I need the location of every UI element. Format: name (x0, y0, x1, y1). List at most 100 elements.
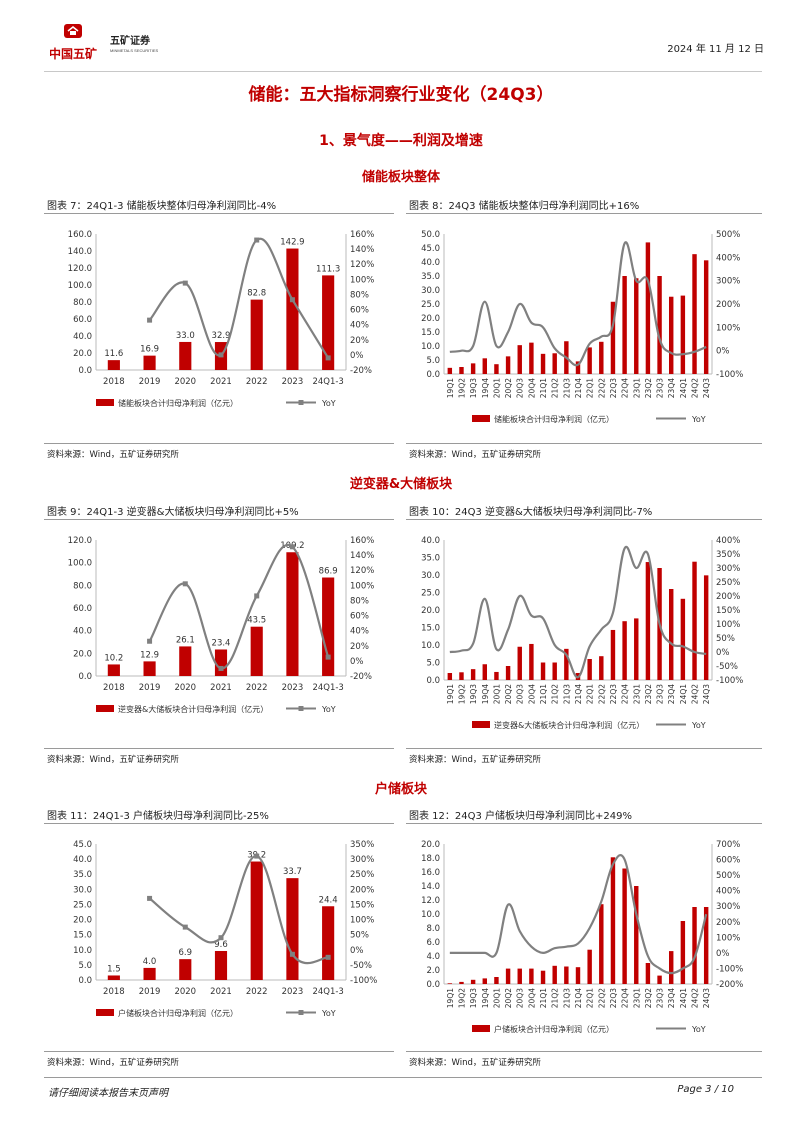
right-axis-tick: 40% (350, 627, 369, 637)
x-axis-tick: 20Q4 (527, 988, 536, 1008)
bar (517, 646, 522, 680)
x-axis-tick: 20Q4 (527, 684, 536, 704)
bar (322, 275, 335, 370)
left-axis-tick: 10.0 (421, 641, 440, 651)
bar (540, 662, 546, 680)
left-axis-tick: 40.0 (73, 332, 92, 342)
right-axis-tick: 350% (350, 840, 374, 850)
right-axis-tick: 200% (716, 592, 740, 602)
chart-profit-annual-inverter: 0.0 20.0 40.0 60.0 80.0 100.0 120.0 -20% 0% 20% 40… (68, 536, 375, 714)
right-axis-tick: 120% (350, 260, 374, 270)
caption-divider (406, 213, 762, 214)
x-axis-tick: 23Q4 (667, 684, 676, 704)
bar (599, 656, 604, 680)
chart-source: 资料来源：Wind，五矿证券研究所 (47, 1058, 179, 1068)
bar (703, 907, 709, 984)
x-axis-tick: 23Q2 (644, 684, 653, 704)
bar (322, 577, 335, 676)
left-axis-tick: 0.0 (426, 676, 440, 686)
data-label: 142.9 (280, 238, 304, 248)
data-label: 12.9 (140, 650, 159, 660)
x-axis-tick: 24Q2 (691, 988, 700, 1008)
x-axis-tick: 2021 (210, 377, 232, 387)
x-axis-tick: 23Q1 (632, 988, 641, 1008)
bar (529, 342, 534, 374)
right-axis-tick: 150% (350, 900, 374, 910)
x-axis-tick: 24Q2 (691, 684, 700, 704)
x-axis-tick: 2023 (282, 377, 304, 387)
yoy-point (147, 895, 153, 901)
x-axis-tick: 24Q1 (679, 684, 688, 704)
x-axis-tick: 21Q4 (574, 988, 583, 1008)
x-axis-tick: 19Q2 (457, 684, 466, 704)
x-axis-tick: 23Q2 (644, 988, 653, 1008)
x-axis-tick: 22Q3 (609, 378, 618, 398)
chart-caption: 图表 12：24Q3 户储板块归母净利润同比+249% (409, 811, 633, 822)
bar (179, 646, 192, 676)
right-axis-tick: 100% (350, 916, 374, 926)
bar (622, 621, 627, 680)
yoy-point (325, 954, 331, 960)
bar (505, 666, 511, 680)
chart-caption: 图表 10：24Q3 逆变器&大储板块归母净利润同比-7% (409, 507, 653, 518)
left-axis-tick: 140.0 (68, 247, 92, 257)
bar (552, 965, 557, 984)
right-axis-tick: 250% (716, 578, 740, 588)
left-axis-tick: 0.0 (78, 672, 92, 682)
x-axis-tick: 21Q3 (562, 988, 571, 1008)
yoy-point (254, 593, 260, 599)
source-divider (406, 443, 762, 444)
yoy-point (182, 924, 188, 930)
bar (286, 552, 299, 676)
left-axis-tick: 4.0 (426, 952, 440, 962)
legend-bar-swatch (472, 1025, 490, 1032)
bar (552, 662, 557, 680)
left-axis-tick: 10.0 (73, 946, 92, 956)
bar (143, 355, 156, 370)
yoy-point (289, 951, 295, 957)
x-axis-tick: 20Q2 (504, 988, 513, 1008)
right-axis-tick: 160% (350, 536, 374, 546)
caption-divider (406, 519, 762, 520)
left-axis-tick: 25.0 (421, 589, 440, 599)
bar (179, 959, 192, 980)
bar (494, 671, 499, 680)
right-axis-tick: 50% (350, 931, 369, 941)
yoy-point (218, 935, 224, 941)
bar (552, 353, 557, 374)
right-axis-tick: -100% (716, 676, 743, 686)
bar (322, 906, 335, 980)
right-axis-tick: 60% (350, 306, 369, 316)
right-axis-tick: -20% (350, 366, 372, 376)
bar (599, 341, 604, 374)
bar (587, 659, 592, 680)
x-axis-tick: 24Q1-3 (312, 987, 343, 997)
right-axis-tick: 20% (350, 642, 369, 652)
data-label: 9.6 (214, 940, 228, 950)
x-axis-tick: 21Q1 (539, 684, 548, 704)
page-title: 储能：五大指标洞察行业变化（24Q3） (248, 85, 554, 105)
data-label: 26.1 (176, 635, 195, 645)
bar (179, 341, 192, 370)
right-axis-tick: 0% (716, 347, 730, 357)
yoy-point (289, 544, 295, 550)
section-title: 1、景气度——利润及增速 (319, 133, 483, 149)
x-axis-tick: 2019 (139, 987, 161, 997)
x-axis-tick: 20Q3 (516, 684, 525, 704)
chart-profit-annual-household: 0.0 5.0 10.0 15.0 20.0 25.0 30.0 35.0 40.0 45.0 -1… (73, 840, 377, 1018)
x-axis-tick: 21Q4 (574, 378, 583, 398)
bar (214, 649, 228, 676)
source-divider (44, 443, 394, 444)
data-label: 24.4 (319, 895, 338, 905)
chart-source: 资料来源：Wind，五矿证券研究所 (409, 755, 541, 765)
bar (470, 363, 476, 374)
x-axis-tick: 19Q4 (481, 988, 490, 1008)
bar (143, 967, 156, 980)
x-axis-tick: 20Q3 (516, 988, 525, 1008)
yoy-line (449, 854, 708, 975)
bar (107, 975, 120, 980)
x-axis-tick: 23Q1 (632, 378, 641, 398)
left-axis-tick: 18.0 (421, 854, 440, 864)
x-axis-tick: 2018 (103, 377, 125, 387)
chart-profit-quarterly-inverter: 0.0 5.0 10.0 15.0 20.0 25.0 30.0 35.0 40.0 -100% -… (421, 536, 743, 730)
